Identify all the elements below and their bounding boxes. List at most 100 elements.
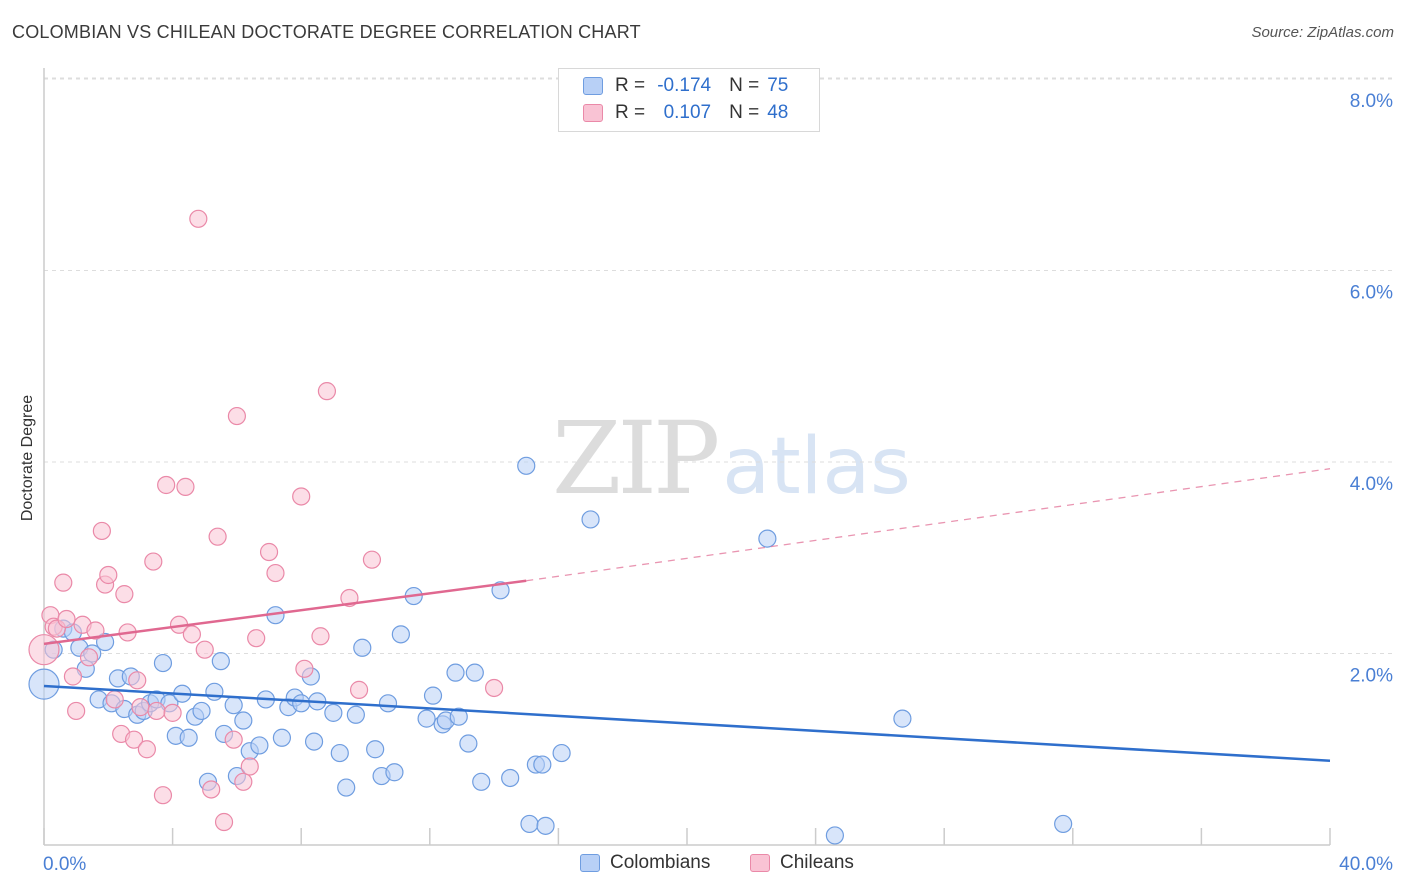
- legend-r-value: -0.174: [657, 75, 712, 96]
- colombians-point: [330, 743, 349, 763]
- colombians-trend-line: [43, 684, 1331, 762]
- colombians-point: [324, 703, 343, 722]
- colombians-point: [491, 581, 510, 600]
- chileans-point: [224, 730, 243, 749]
- colombians-point: [385, 763, 404, 782]
- chileans-point: [105, 690, 124, 709]
- chileans-point: [92, 521, 111, 541]
- legend-n-label: N =: [729, 102, 760, 123]
- legend-label-chileans: Chileans: [780, 852, 854, 873]
- watermark-atlas: atlas: [722, 422, 911, 512]
- chart-title: COLOMBIAN VS CHILEAN DOCTORATE DEGREE CO…: [12, 22, 641, 42]
- legend-label-colombians: Colombians: [610, 852, 711, 873]
- colombians-point: [449, 707, 468, 726]
- chileans-point: [208, 527, 227, 546]
- chileans-point: [137, 740, 156, 759]
- chileans-point: [67, 701, 86, 721]
- chileans-point: [227, 406, 246, 426]
- legend-n-value: 75: [767, 75, 789, 96]
- chileans-point: [362, 550, 382, 569]
- chileans-point: [124, 730, 144, 749]
- chileans-point: [317, 382, 337, 401]
- legend-r-value: 0.107: [663, 102, 712, 123]
- chileans-point: [153, 786, 173, 805]
- chileans-point: [54, 573, 73, 592]
- colombians-point: [417, 709, 436, 728]
- chileans-point: [234, 772, 253, 791]
- x-tick-label: 0.0%: [43, 854, 86, 875]
- colombians-point: [446, 663, 465, 682]
- colombians-point: [205, 682, 224, 701]
- chileans-point: [195, 640, 214, 659]
- colombians-point: [459, 734, 478, 753]
- correlation-legend: R = -0.174 N = 75 R = 0.107 N = 48: [558, 68, 820, 132]
- legend-row-chileans: R = 0.107 N = 48: [583, 101, 788, 125]
- legend-swatch-blue: [583, 77, 603, 95]
- chileans-point: [214, 812, 234, 832]
- chileans-trend-extension: [526, 468, 1331, 582]
- colombians-point: [250, 736, 269, 755]
- colombians-point: [179, 728, 198, 747]
- chileans-point: [99, 565, 118, 585]
- colombians-point: [353, 638, 372, 657]
- chileans-point: [144, 552, 163, 571]
- chileans-point: [28, 634, 60, 666]
- colombians-point: [28, 668, 60, 700]
- chileans-point: [57, 609, 76, 629]
- chileans-point: [202, 780, 221, 799]
- legend-swatch-blue: [580, 854, 600, 872]
- legend-row-colombians: R = -0.174 N = 75: [583, 74, 788, 98]
- legend-item-colombians[interactable]: Colombians: [580, 852, 710, 874]
- x-tick-label: 40.0%: [1339, 854, 1393, 875]
- legend-r-label: R =: [615, 75, 646, 96]
- chileans-point: [292, 487, 311, 506]
- chileans-point: [349, 680, 369, 699]
- colombians-point: [378, 694, 398, 713]
- colombians-point: [366, 740, 385, 759]
- chileans-point: [86, 621, 105, 640]
- source-label: Source: ZipAtlas.com: [1251, 24, 1394, 41]
- colombians-point: [501, 768, 520, 788]
- legend-item-chileans[interactable]: Chileans: [750, 852, 854, 874]
- chileans-point: [259, 542, 279, 562]
- chileans-trend-line: [43, 579, 527, 646]
- chileans-point: [485, 678, 504, 698]
- chileans-point: [311, 627, 330, 646]
- chileans-point: [182, 625, 201, 644]
- y-tick-label: 2.0%: [1350, 666, 1393, 687]
- colombians-point: [517, 456, 536, 475]
- colombians-point: [520, 814, 539, 834]
- chileans-point: [266, 563, 285, 583]
- y-tick-label: 4.0%: [1350, 474, 1393, 495]
- chileans-point: [295, 659, 314, 678]
- colombians-point: [337, 778, 356, 797]
- legend-n-value: 48: [767, 102, 789, 123]
- chileans-point: [163, 703, 182, 722]
- colombians-point: [272, 728, 292, 747]
- colombians-point: [552, 743, 571, 763]
- colombians-point: [536, 816, 555, 835]
- chileans-point: [147, 701, 166, 721]
- y-tick-label: 6.0%: [1350, 283, 1393, 304]
- y-tick-label: 8.0%: [1350, 91, 1393, 112]
- watermark: ZIPatlas: [552, 400, 911, 517]
- legend-n-label: N =: [729, 75, 760, 96]
- colombians-point: [234, 711, 253, 730]
- chileans-point: [176, 477, 195, 496]
- chileans-point: [240, 757, 259, 776]
- colombians-point: [581, 510, 600, 529]
- colombians-point: [423, 686, 443, 705]
- watermark-zip: ZIP: [552, 400, 720, 517]
- colombians-point: [292, 694, 311, 713]
- chileans-point: [131, 698, 150, 717]
- colombians-point: [304, 732, 324, 751]
- chileans-point: [63, 667, 83, 686]
- colombians-point: [758, 529, 777, 548]
- legend-swatch-pink: [750, 854, 770, 872]
- colombians-point: [211, 652, 230, 671]
- colombians-point: [472, 772, 491, 791]
- chileans-point: [157, 475, 176, 495]
- colombians-point: [346, 705, 365, 724]
- chileans-point: [189, 209, 208, 228]
